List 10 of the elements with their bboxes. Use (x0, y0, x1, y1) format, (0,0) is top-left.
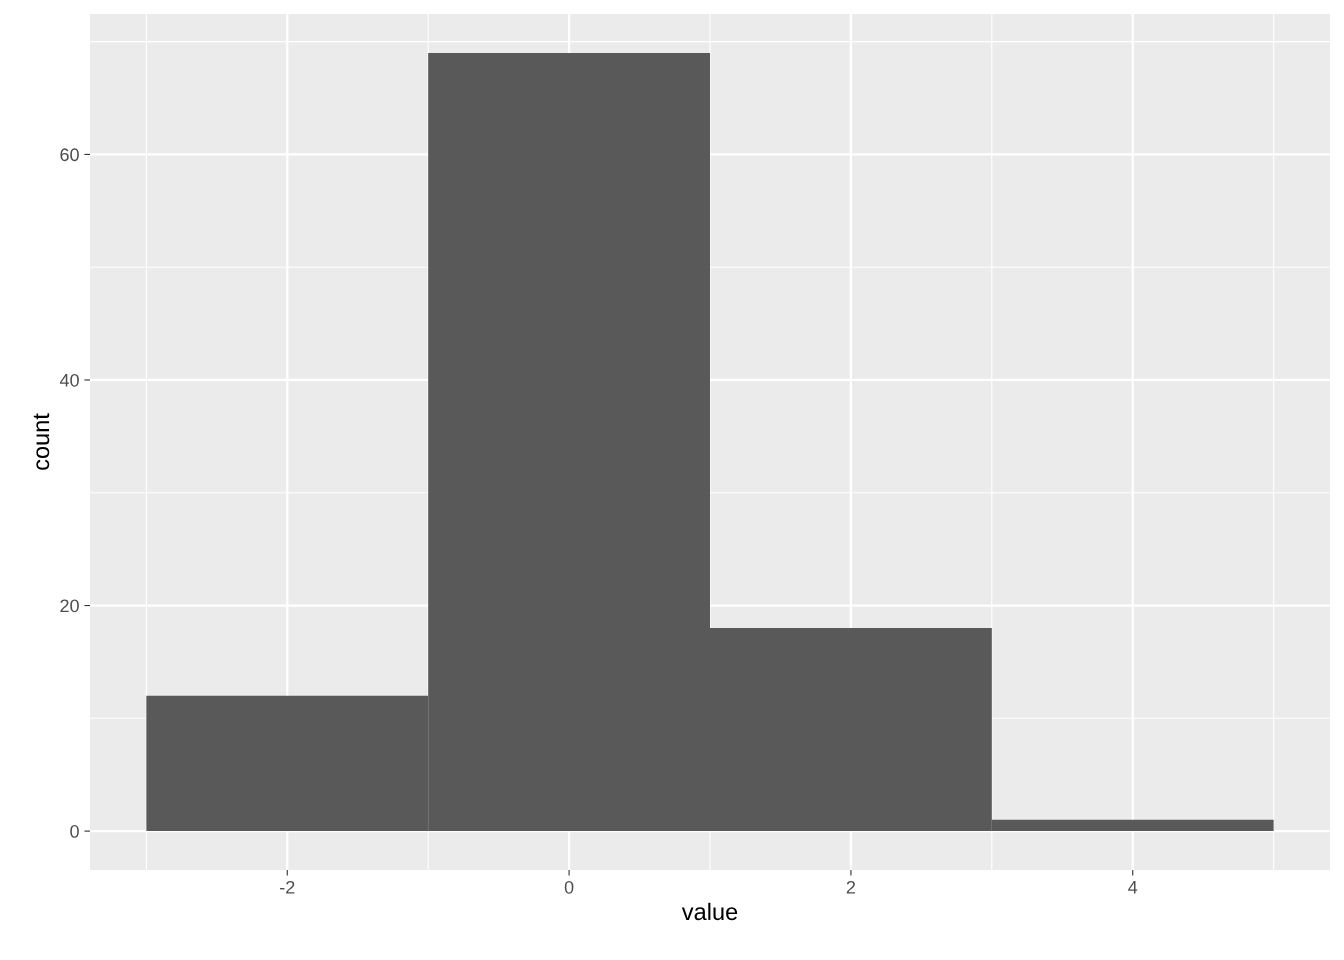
x-tick-label: 4 (1128, 881, 1138, 894)
y-tick-label: 60 (60, 148, 79, 162)
y-tick-label: 40 (59, 373, 79, 387)
x-tick-label: 0 (564, 880, 574, 894)
y-axis-title: count (33, 413, 50, 470)
x-axis-title: value (681, 902, 738, 921)
y-tick-label: 0 (70, 825, 79, 838)
y-tick-label: 20 (60, 599, 79, 613)
x-tick-label: -2 (280, 880, 295, 894)
x-tick-label: 2 (846, 880, 856, 894)
